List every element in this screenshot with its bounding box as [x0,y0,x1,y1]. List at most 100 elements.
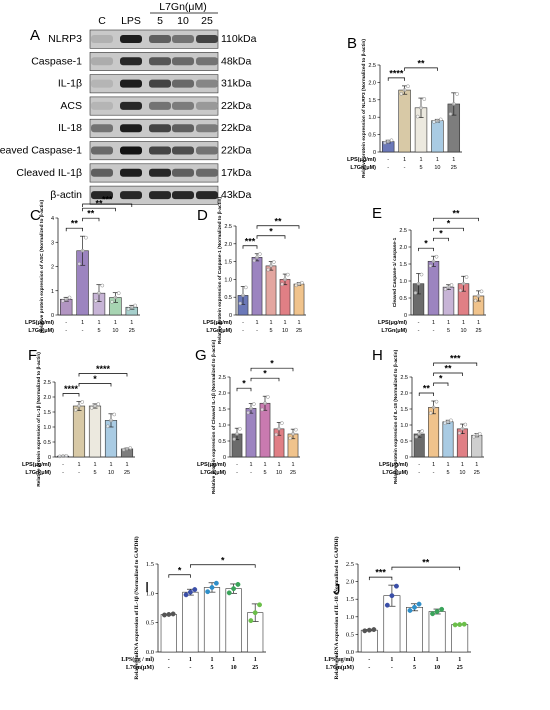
bar [72,405,86,458]
bar [160,614,177,653]
data-point [116,291,121,296]
lps-value: 1 [109,462,112,468]
significance-label: ** [423,384,431,394]
bar [360,629,378,653]
blot-row-label: IL-18 [58,122,82,134]
bar [471,434,483,458]
blot-rows: NLRP3 110kDa Caspase-1 48kDa IL-1β 31kDa ACS 22… [0,29,257,205]
bar [182,591,199,653]
l7gn-value: 10 [434,165,440,171]
data-point [93,404,97,408]
y-tick-label: 0.5 [399,296,407,302]
data-point [73,408,78,412]
y-axis-label: Cleaved Caspase-1/ caspase-1 [392,237,398,307]
data-point [455,92,459,96]
blot-row-label: Caspase-1 [31,55,82,67]
lps-value: 1 [436,157,439,163]
blot-band [120,191,142,200]
data-point [461,281,466,286]
data-point [105,424,110,429]
y-axis-label: Relative protein expression of Cleaved I… [211,339,217,494]
y-tick-label: 1.5 [368,98,376,104]
data-point [121,447,126,452]
bar [245,408,257,458]
lps-value: 1 [97,320,100,326]
y-tick-label: 2.5 [346,561,354,568]
l7gn-value: - [78,470,80,476]
data-point [77,261,82,266]
bar [251,257,263,316]
data-point [414,434,419,439]
l7gn-row-label: L7Gn(μM) [25,470,51,476]
blot-row-label: NLRP3 [48,33,82,45]
l7gn-value: 5 [446,470,449,476]
lps-value: - [387,157,389,163]
significance-label: *** [245,236,256,246]
lane-label-control: C [98,15,106,27]
y-tick-label: 0.5 [400,439,408,445]
panel-label: E [372,205,382,222]
y-tick-label: 0.5 [146,620,154,627]
significance-bracket [433,362,478,366]
data-point [464,275,469,279]
y-tick-label: 0.5 [43,440,51,446]
bar [451,624,469,653]
data-point [277,426,281,431]
lps-value: 1 [458,657,461,663]
data-point [237,426,242,431]
data-point [402,88,407,92]
l7gn-value: 5 [97,328,100,334]
l7gn-value: 25 [290,470,296,476]
panel-label: C [30,207,41,224]
y-axis-label: Relative protein expression of ASC (Norm… [39,200,45,333]
y-tick-label: 1.0 [146,590,154,597]
l7gn-value: - [236,470,238,476]
significance-bracket [433,382,449,386]
data-point [434,254,439,259]
data-point [428,264,433,268]
lps-value: 1 [432,320,435,326]
l7gn-value: - [189,665,191,671]
l7gn-row-label: L7Gn(μM) [28,328,54,334]
lps-value: 1 [413,657,416,663]
l7gn-value: 10 [276,470,282,476]
lps-value: - [168,657,170,663]
lps-value: 1 [93,462,96,468]
l7gn-value: - [368,665,370,671]
data-point [192,587,198,592]
panel-label: J [333,581,341,598]
data-point [263,401,267,406]
data-point [431,259,436,264]
data-point [279,421,284,425]
y-tick-label: 1.0 [218,423,226,429]
blot-band [120,124,142,133]
bar [431,120,444,153]
data-point [362,628,368,634]
blot-band [172,57,194,66]
data-point [432,120,436,124]
data-point [443,287,448,292]
y-axis-label: Relative mRNA expression of IL-1β (Norma… [133,536,140,679]
data-point [366,627,372,633]
blot-band [196,191,218,200]
lps-value: - [368,657,370,663]
blot-band [149,57,171,66]
blot-band [120,35,142,43]
significance-label: * [178,565,182,575]
lps-value: 1 [403,157,406,163]
blot-row-kda: 22kDa [221,145,252,157]
significance-bracket [433,217,479,222]
significance-bracket [78,383,112,387]
significance-bracket [404,67,438,71]
y-tick-label: 1.5 [346,596,354,603]
lps-row-label: LPS(μg/ml) [378,320,407,326]
lps-value: 1 [446,462,449,468]
significance-bracket [82,217,100,222]
lps-row-label: LPS(μg/ml) [347,157,376,163]
lps-value: 1 [211,657,214,663]
data-point [231,586,237,592]
blot-band [196,79,218,88]
